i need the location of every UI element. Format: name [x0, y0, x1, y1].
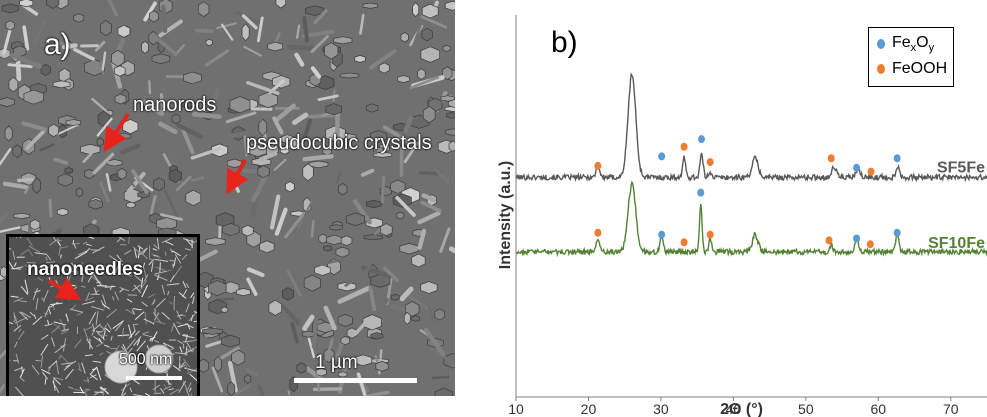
panel-a-label: a)	[44, 28, 71, 61]
y-axis-title: Intensity (a.u.)	[497, 161, 514, 269]
x-tick-label: 10	[508, 401, 524, 417]
phase-marker-fexoy	[893, 154, 901, 163]
main-scale-bar	[294, 378, 417, 383]
main-scale-label: 1 µm	[315, 352, 358, 373]
phase-marker-fexoy	[658, 152, 666, 161]
legend-label-fexoy: FexOy	[892, 34, 935, 55]
pseudocubic-arrow	[226, 159, 249, 195]
feooh-marker-icon	[877, 64, 885, 74]
legend: FexOy FeOOH	[868, 27, 954, 87]
phase-marker-feooh	[706, 230, 714, 239]
phase-marker-fexoy	[658, 230, 666, 239]
series-line-sf5fe	[515, 72, 987, 183]
phase-marker-feooh	[825, 236, 833, 245]
phase-marker-fexoy	[853, 163, 861, 172]
phase-marker-feooh	[827, 154, 835, 163]
phase-marker-fexoy	[698, 135, 706, 144]
xrd-panel: 10 20 30 40 50 60 70 2Θ (°) Intensity (a.u.) SF5F…	[455, 0, 987, 417]
x-axis-title: 2Θ (°)	[720, 401, 763, 417]
x-tick-label: 70	[943, 401, 959, 417]
inset-scale-bar	[126, 376, 182, 380]
x-tick-label: 30	[653, 401, 669, 417]
inset-texture	[9, 237, 197, 396]
series-label-sf5fe: SF5Fe	[937, 159, 985, 176]
phase-marker-feooh	[594, 228, 602, 237]
phase-marker-feooh	[680, 238, 688, 247]
phase-marker-fexoy	[853, 234, 861, 243]
fexoy-marker-icon	[877, 39, 885, 50]
inset-overlay	[47, 277, 182, 380]
legend-label-feooh: FeOOH	[892, 60, 948, 77]
nanoneedles-arrow	[47, 277, 82, 301]
xrd-chart: 10 20 30 40 50 60 70 2Θ (°) Intensity (a.u.) SF5F…	[497, 15, 987, 417]
nanorods-annotation: nanorods	[133, 94, 217, 116]
panel-b-label: b)	[551, 26, 578, 59]
x-tick-label: 40	[726, 401, 742, 417]
legend-item-fexoy: FexOy	[877, 34, 934, 54]
phase-marker-feooh	[866, 240, 874, 249]
x-tick-label: 20	[581, 401, 597, 417]
legend-item-feooh: FeOOH	[877, 60, 947, 78]
phase-marker-fexoy	[697, 188, 705, 197]
series-line-sf10fe	[515, 180, 987, 258]
pseudocubic-annotation: pseudocubic crystals	[246, 132, 432, 154]
inset-micrograph: nanoneedles 500 nm	[6, 234, 200, 396]
x-tick-label: 60	[871, 401, 887, 417]
sem-micrograph: a) nanorods pseudocubic crystals 1 µm na…	[0, 0, 455, 396]
phase-marker-feooh	[680, 142, 688, 151]
series-label-sf10fe: SF10Fe	[928, 235, 985, 252]
phase-marker-fexoy	[893, 228, 901, 237]
annotation-arrows	[103, 112, 417, 383]
phase-marker-feooh	[594, 161, 602, 170]
phase-marker-feooh	[706, 158, 714, 167]
phase-marker-feooh	[867, 167, 875, 176]
inset-scale-label: 500 nm	[119, 351, 173, 368]
nanorods-arrow	[103, 112, 130, 153]
x-tick-label: 50	[798, 401, 814, 417]
nanoneedles-annotation: nanoneedles	[27, 259, 144, 280]
